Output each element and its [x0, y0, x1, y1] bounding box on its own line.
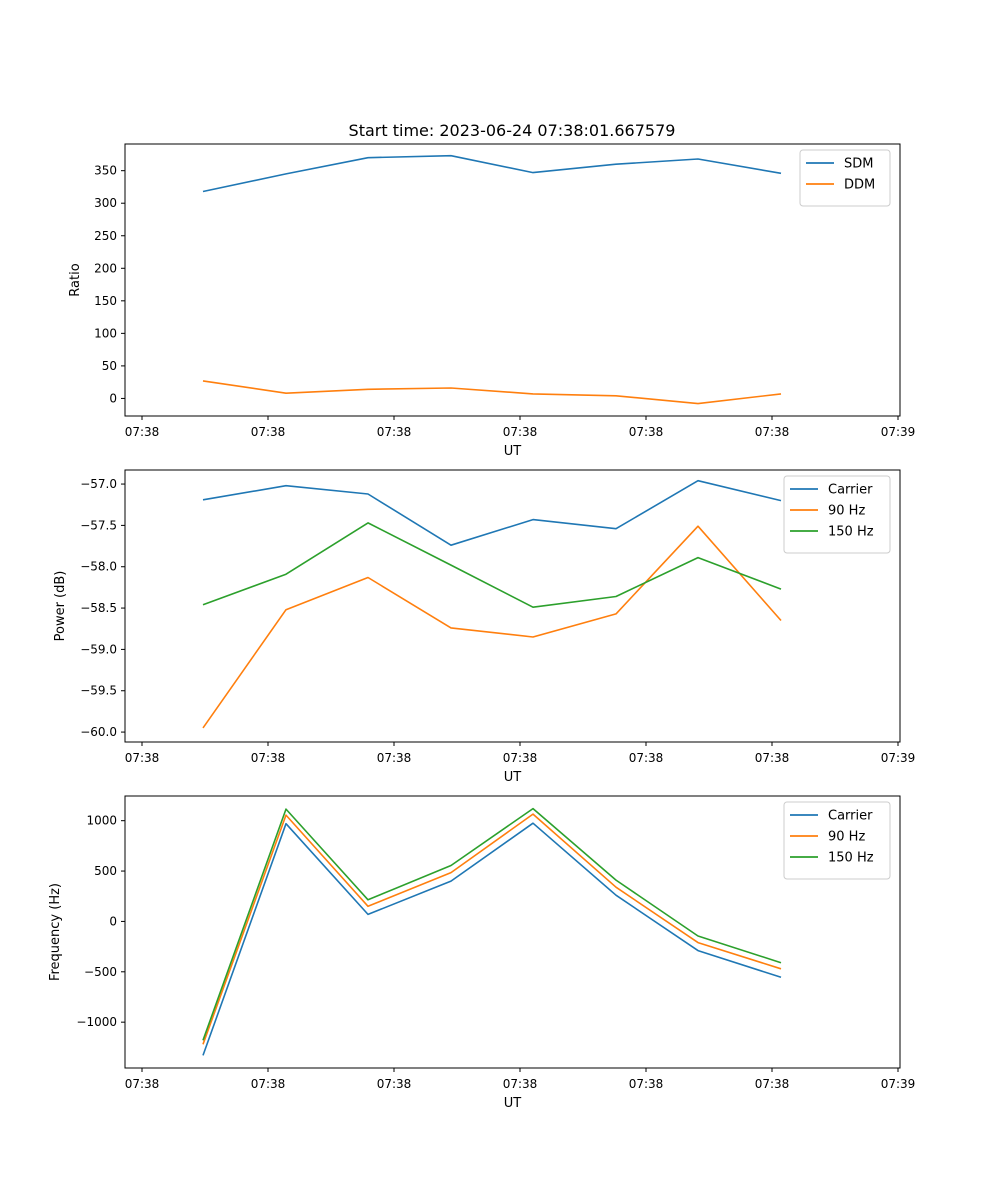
y-tick-label: 350 — [94, 164, 117, 178]
legend-label: 90 Hz — [828, 504, 865, 519]
y-tick-label: 200 — [94, 261, 117, 275]
x-tick-label: 07:38 — [377, 1077, 412, 1091]
x-tick-label: 07:38 — [377, 425, 412, 439]
y-tick-label: 250 — [94, 229, 117, 243]
y-tick-label: −59.5 — [80, 684, 117, 698]
series-line-90-hz — [202, 813, 782, 1045]
legend-box — [799, 149, 891, 207]
y-tick-label: −60.0 — [80, 725, 117, 739]
x-tick-label: 07:38 — [251, 1077, 286, 1091]
y-tick-label: 150 — [94, 294, 117, 308]
y-tick-label: −500 — [84, 965, 117, 979]
x-axis-label: UT — [504, 770, 522, 785]
x-tick-label: 07:38 — [629, 1077, 664, 1091]
x-tick-label: 07:38 — [377, 751, 412, 765]
y-tick-label: 500 — [94, 864, 117, 878]
y-tick-label: 0 — [109, 391, 117, 405]
y-tick-label: −58.5 — [80, 601, 117, 615]
axes-frame — [124, 143, 901, 417]
x-tick-label: 07:38 — [755, 425, 790, 439]
x-tick-label: 07:38 — [251, 425, 286, 439]
y-tick-label: −57.0 — [80, 477, 117, 491]
y-tick-label: 300 — [94, 196, 117, 210]
y-axis-label: Power (dB) — [53, 571, 68, 642]
x-tick-label: 07:38 — [125, 751, 160, 765]
legend-label: 150 Hz — [828, 851, 874, 866]
x-tick-label: 07:38 — [125, 425, 160, 439]
y-axis-label: Ratio — [68, 263, 83, 296]
legend-label: 90 Hz — [828, 830, 865, 845]
chart-panel-3: 07:38 07:38 07:38 07:38 07:38 07:38 07:39 −1000… — [48, 795, 916, 1111]
series-line-150-hz — [202, 807, 782, 1041]
axes-frame — [124, 469, 901, 743]
series-line-90-hz — [202, 525, 782, 729]
legend-label: SDM — [844, 157, 873, 172]
x-tick-label: 07:38 — [503, 751, 538, 765]
y-tick-label: −59.0 — [80, 642, 117, 656]
series-line-carrier — [202, 479, 782, 547]
x-tick-label: 07:39 — [881, 425, 916, 439]
x-tick-label: 07:38 — [629, 751, 664, 765]
figure-title: Start time: 2023-06-24 07:38:01.667579 — [349, 121, 676, 140]
legend: Carrier 90 Hz 150 Hz — [783, 475, 891, 554]
x-tick-label: 07:38 — [503, 1077, 538, 1091]
legend-box — [783, 801, 891, 880]
x-tick-label: 07:38 — [251, 751, 286, 765]
chart-panel-1: 07:38 07:38 07:38 07:38 07:38 07:38 07:39 0 50 10… — [68, 143, 916, 459]
x-tick-label: 07:38 — [503, 425, 538, 439]
y-tick-label: −58.0 — [80, 560, 117, 574]
y-tick-label: 0 — [109, 914, 117, 928]
legend-label: 150 Hz — [828, 525, 874, 540]
series-line-ddm — [202, 380, 782, 405]
x-tick-label: 07:38 — [755, 1077, 790, 1091]
legend: SDM DDM — [799, 149, 891, 207]
y-tick-label: 100 — [94, 326, 117, 340]
y-tick-label: −1000 — [76, 1015, 117, 1029]
x-tick-label: 07:38 — [629, 425, 664, 439]
legend-label: Carrier — [828, 809, 873, 824]
series-line-carrier — [202, 822, 782, 1056]
x-tick-label: 07:38 — [125, 1077, 160, 1091]
legend: Carrier 90 Hz 150 Hz — [783, 801, 891, 880]
legend-label: DDM — [844, 178, 875, 193]
x-tick-label: 07:39 — [881, 751, 916, 765]
x-axis-label: UT — [504, 1096, 522, 1111]
x-tick-label: 07:38 — [755, 751, 790, 765]
chart-panel-2: 07:38 07:38 07:38 07:38 07:38 07:38 07:39 −60.0… — [53, 469, 916, 785]
x-axis-label: UT — [504, 444, 522, 459]
axes-frame — [124, 795, 901, 1069]
y-tick-label: 50 — [102, 359, 117, 373]
y-tick-label: 1000 — [86, 814, 117, 828]
y-tick-label: −57.5 — [80, 518, 117, 532]
legend-box — [783, 475, 891, 554]
x-tick-label: 07:39 — [881, 1077, 916, 1091]
series-line-sdm — [202, 154, 782, 193]
y-axis-label: Frequency (Hz) — [48, 883, 63, 981]
series-line-150-hz — [202, 522, 782, 609]
legend-label: Carrier — [828, 483, 873, 498]
